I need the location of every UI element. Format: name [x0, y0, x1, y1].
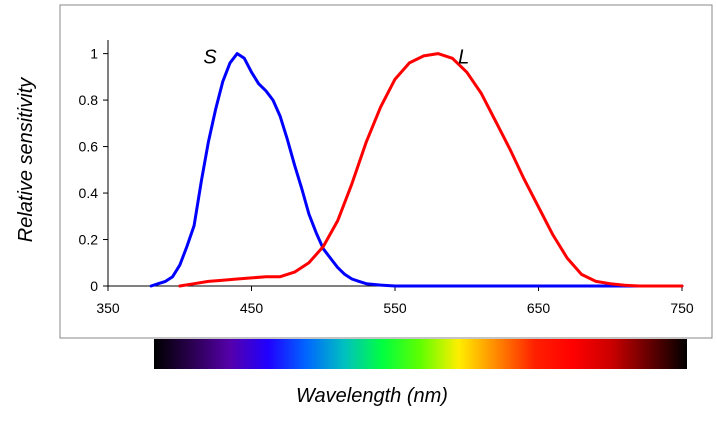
y-tick-label: 0.8 [79, 92, 99, 108]
series-lines [149, 52, 684, 288]
curve-label-s: S [203, 47, 217, 69]
axes [107, 40, 682, 287]
x-tick-label: 350 [96, 300, 120, 316]
x-ticks: 350 450 550 650 750 [96, 286, 694, 316]
y-tick-label: 0.6 [79, 139, 99, 155]
x-tick-label: 750 [670, 300, 694, 316]
spectrum-bar [154, 339, 687, 369]
y-tick-label: 0.4 [79, 185, 99, 201]
x-tick-label: 550 [383, 300, 407, 316]
y-axis-title: Relative sensitivity [15, 77, 37, 243]
curve-label-l: L [458, 47, 469, 69]
series-line-s [149, 52, 684, 288]
y-ticks: 0 0.2 0.4 0.6 0.8 1 [79, 46, 108, 294]
chart-frame [59, 4, 713, 339]
x-tick-label: 450 [240, 300, 264, 316]
y-tick-label: 1 [90, 46, 98, 62]
x-tick-label: 650 [527, 300, 551, 316]
series-line-l [178, 52, 684, 288]
y-tick-label: 0.2 [79, 232, 99, 248]
y-tick-label: 0 [90, 278, 98, 294]
x-axis-title: Wavelength (nm) [296, 385, 448, 407]
